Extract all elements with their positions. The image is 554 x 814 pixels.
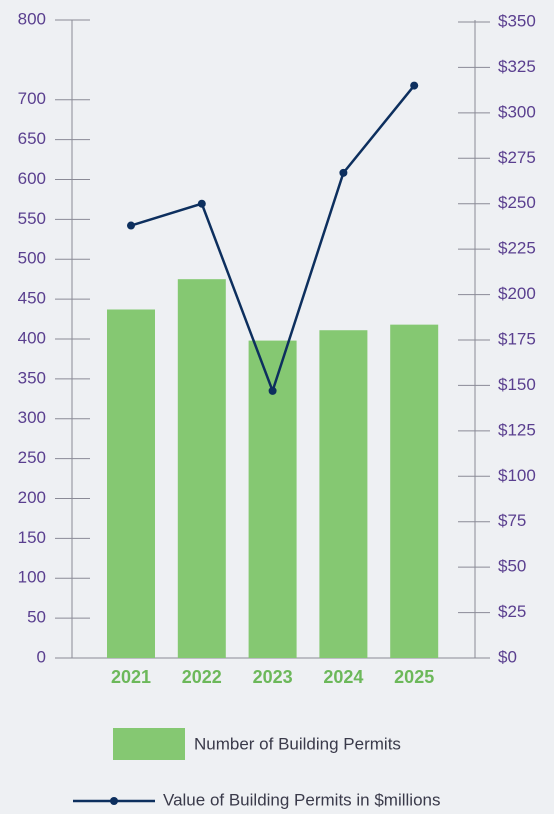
y2-tick-label: $350 (498, 11, 536, 30)
y-tick-label: 200 (18, 488, 46, 507)
bar (319, 330, 368, 658)
y2-tick-label: $125 (498, 420, 536, 439)
line-marker (127, 221, 135, 230)
y-tick-label: 550 (18, 209, 46, 228)
x-tick-label: 2022 (182, 667, 222, 687)
y2-tick-label: $175 (498, 329, 536, 348)
bar (390, 324, 439, 658)
line-marker (410, 81, 419, 90)
x-tick-label: 2023 (253, 667, 293, 687)
y-tick-label: 50 (27, 608, 46, 627)
legend-marker (110, 797, 118, 805)
line-marker (339, 168, 348, 177)
line-marker (268, 386, 277, 395)
x-tick-label: 2021 (111, 667, 151, 687)
x-tick-label: 2024 (323, 667, 363, 687)
y2-tick-label: $200 (498, 284, 536, 303)
legend-label: Value of Building Permits in $millions (163, 790, 440, 809)
y-tick-label: 150 (18, 528, 46, 547)
y-tick-label: 100 (18, 568, 46, 587)
y2-tick-label: $250 (498, 193, 536, 212)
legend-swatch (113, 728, 185, 760)
bar (177, 279, 226, 658)
y2-tick-label: $25 (498, 602, 526, 621)
y-tick-label: 450 (18, 289, 46, 308)
y2-tick-label: $50 (498, 557, 526, 576)
y2-tick-label: $325 (498, 57, 536, 76)
y-tick-label: 700 (18, 89, 46, 108)
y2-tick-label: $275 (498, 148, 536, 167)
y-tick-label: 250 (18, 448, 46, 467)
y-tick-label: 400 (18, 328, 46, 347)
x-tick-label: 2025 (394, 667, 434, 687)
y-tick-label: 500 (18, 249, 46, 268)
legend-label: Number of Building Permits (194, 734, 401, 753)
y2-tick-label: $75 (498, 511, 526, 530)
y2-tick-label: $0 (498, 647, 517, 666)
y-tick-label: 300 (18, 408, 46, 427)
y2-tick-label: $100 (498, 466, 536, 485)
y-tick-label: 650 (18, 129, 46, 148)
y-tick-label: 600 (18, 169, 46, 188)
y2-tick-label: $225 (498, 239, 536, 258)
y2-tick-label: $300 (498, 102, 536, 121)
bar (107, 309, 155, 658)
y-tick-label: 800 (18, 9, 46, 28)
y-tick-label: 0 (37, 647, 46, 666)
y-tick-label: 350 (18, 368, 46, 387)
y2-tick-label: $150 (498, 375, 536, 394)
line-marker (197, 199, 206, 208)
